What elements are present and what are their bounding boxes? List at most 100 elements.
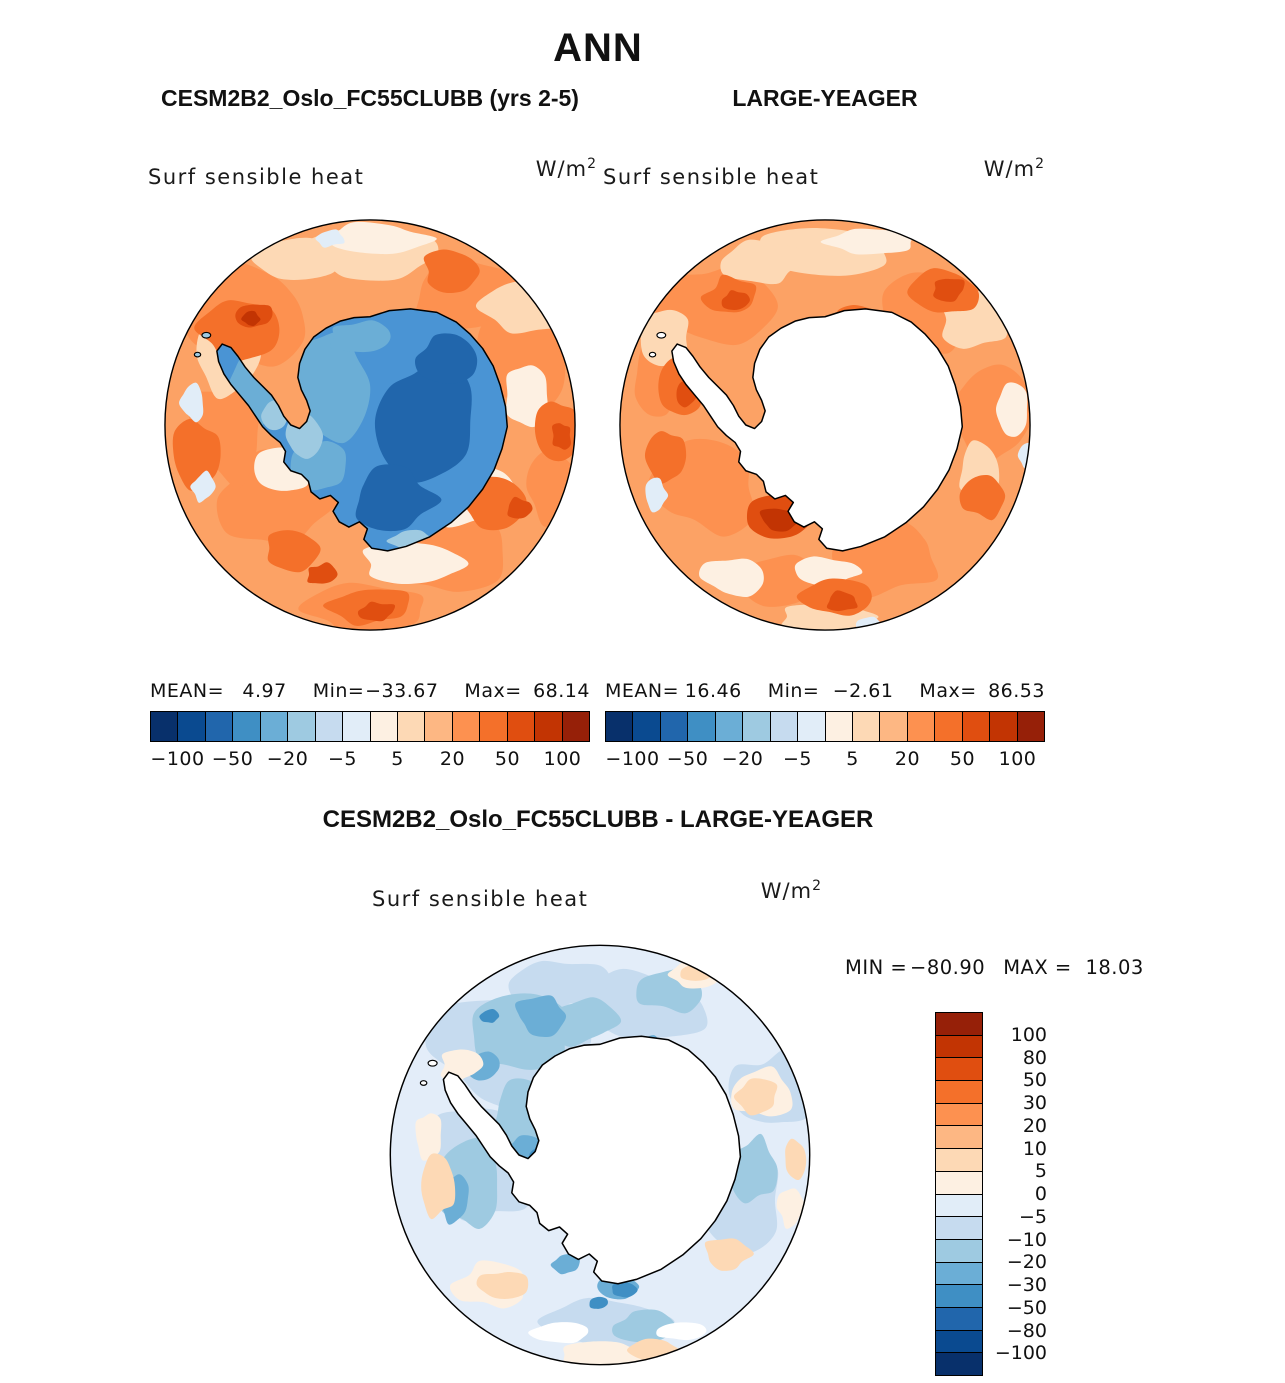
colorbar-tick-label: 5 xyxy=(1034,1160,1047,1183)
diff-panel-title: CESM2B2_Oslo_FC55CLUBB - LARGE-YEAGER xyxy=(322,806,874,833)
colorbar-cell xyxy=(204,712,233,741)
figure-title: ANN xyxy=(553,26,643,70)
obs-colorbar-ticks: −100 −50 −20 −5 5 20 50 100 xyxy=(605,748,1045,772)
colorbar-tick-label: −30 xyxy=(1006,1274,1047,1296)
colorbar-tick-label: −10 xyxy=(1006,1228,1047,1251)
obs-polar-map xyxy=(605,205,1045,645)
colorbar-tick-label: 100 xyxy=(998,748,1037,770)
min-value: −33.67 xyxy=(365,680,439,702)
max-value: 86.53 xyxy=(988,680,1045,702)
colorbar-tick-label: −50 xyxy=(1006,1296,1047,1319)
colorbar-tick-label: −100 xyxy=(605,748,660,770)
colorbar-tick-label: 5 xyxy=(391,748,404,770)
max-label: MAX = xyxy=(1003,956,1072,979)
colorbar-cell xyxy=(936,1013,982,1035)
units-exponent: 2 xyxy=(1035,156,1045,172)
obs-panel-title: LARGE-YEAGER xyxy=(732,85,918,111)
model-polar-map xyxy=(150,205,590,645)
diff-map-svg xyxy=(389,944,811,1366)
min-label: Min= xyxy=(312,680,365,702)
colorbar-cell xyxy=(936,1329,982,1353)
colorbar-cell xyxy=(936,1238,982,1262)
colorbar-cell xyxy=(177,712,205,741)
diff-colorbar-labels: 100 80 50 30 20 10 5 0 −5 −10 −20 −30 −50 −80 −100 xyxy=(993,1012,1047,1376)
colorbar-cell xyxy=(687,712,715,741)
colorbar-cell xyxy=(936,1261,982,1285)
colorbar-cell xyxy=(342,712,370,741)
colorbar-cell xyxy=(961,712,990,741)
colorbar-cell xyxy=(714,712,743,741)
colorbar-cell xyxy=(632,712,660,741)
units-exponent: 2 xyxy=(812,878,822,894)
model-field-label: Surf sensible heat xyxy=(148,165,365,189)
min-label: MIN = xyxy=(845,956,908,979)
colorbar-cell xyxy=(287,712,315,741)
colorbar-cell xyxy=(936,1102,982,1126)
colorbar-cell xyxy=(936,1148,982,1171)
obs-colorbar xyxy=(605,711,1045,742)
colorbar-cell xyxy=(824,712,852,741)
colorbar-cell xyxy=(534,712,562,741)
max-label: Max= xyxy=(464,680,522,702)
colorbar-tick-label: 0 xyxy=(1034,1183,1047,1205)
colorbar-cell xyxy=(851,712,880,741)
colorbar-tick-label: 5 xyxy=(846,748,859,770)
colorbar-tick-label: −20 xyxy=(266,748,309,770)
colorbar-cell xyxy=(936,1080,982,1103)
colorbar-cell xyxy=(314,712,343,741)
diff-polar-map xyxy=(375,930,825,1380)
max-value: 68.14 xyxy=(533,680,590,702)
colorbar-cell xyxy=(451,712,480,741)
colorbar-tick-label: −5 xyxy=(327,748,358,770)
max-label: Max= xyxy=(919,680,977,702)
colorbar-tick-label: −50 xyxy=(211,748,254,770)
colorbar-cell xyxy=(232,712,260,741)
colorbar-tick-label: −100 xyxy=(150,748,205,770)
model-units-label: W/m2 xyxy=(467,156,597,181)
colorbar-cell xyxy=(424,712,452,741)
min-value: −80.90 xyxy=(910,956,986,979)
colorbar-cell xyxy=(936,1034,982,1058)
colorbar-cell xyxy=(936,1284,982,1307)
colorbar-tick-label: 20 xyxy=(439,748,466,770)
colorbar-cell xyxy=(936,1216,982,1239)
obs-stats-row: MEAN= 16.46 Min= −2.61 Max= 86.53 xyxy=(605,680,1045,702)
diff-minmax-row: MIN = −80.90 MAX = 18.03 xyxy=(845,956,1144,979)
colorbar-tick-label: 20 xyxy=(1022,1114,1047,1137)
colorbar-cell xyxy=(989,712,1017,741)
colorbar-cell xyxy=(259,712,288,741)
colorbar-tick-label: −20 xyxy=(1006,1251,1047,1274)
colorbar-cell xyxy=(1016,712,1044,741)
colorbar-cell xyxy=(906,712,935,741)
colorbar-tick-label: −5 xyxy=(1018,1205,1047,1228)
model-stats-row: MEAN= 4.97 Min= −33.67 Max= 68.14 xyxy=(150,680,590,702)
colorbar-cell xyxy=(369,712,397,741)
colorbar-cell xyxy=(936,1125,982,1149)
colorbar-tick-label: −50 xyxy=(666,748,709,770)
colorbar-cell xyxy=(936,1057,982,1081)
units-base: W/m xyxy=(760,879,813,903)
colorbar-tick-label: 50 xyxy=(949,748,976,770)
model-colorbar-ticks: −100 −50 −20 −5 5 20 50 100 xyxy=(150,748,590,772)
model-panel-title: CESM2B2_Oslo_FC55CLUBB (yrs 2-5) xyxy=(161,85,579,111)
colorbar-tick-label: 50 xyxy=(494,748,521,770)
colorbar-tick-label: 80 xyxy=(1022,1046,1047,1069)
colorbar-tick-label: 50 xyxy=(1022,1069,1047,1092)
mean-label: MEAN= xyxy=(605,680,680,702)
colorbar-cell xyxy=(936,1352,982,1375)
colorbar-cell xyxy=(936,1306,982,1330)
colorbar-cell xyxy=(742,712,770,741)
min-value: −2.61 xyxy=(832,680,894,702)
colorbar-tick-label: −100 xyxy=(994,1342,1047,1365)
max-value: 18.03 xyxy=(1085,956,1144,979)
model-colorbar xyxy=(150,711,590,742)
mean-value: 16.46 xyxy=(684,680,742,702)
colorbar-cell xyxy=(936,1193,982,1217)
colorbar-cell xyxy=(936,1170,982,1194)
colorbar-tick-label: 10 xyxy=(1022,1137,1047,1160)
colorbar-tick-label: 20 xyxy=(894,748,921,770)
colorbar-tick-label: −20 xyxy=(721,748,764,770)
colorbar-cell xyxy=(561,712,589,741)
colorbar-cell xyxy=(879,712,907,741)
colorbar-tick-label: 100 xyxy=(543,748,582,770)
